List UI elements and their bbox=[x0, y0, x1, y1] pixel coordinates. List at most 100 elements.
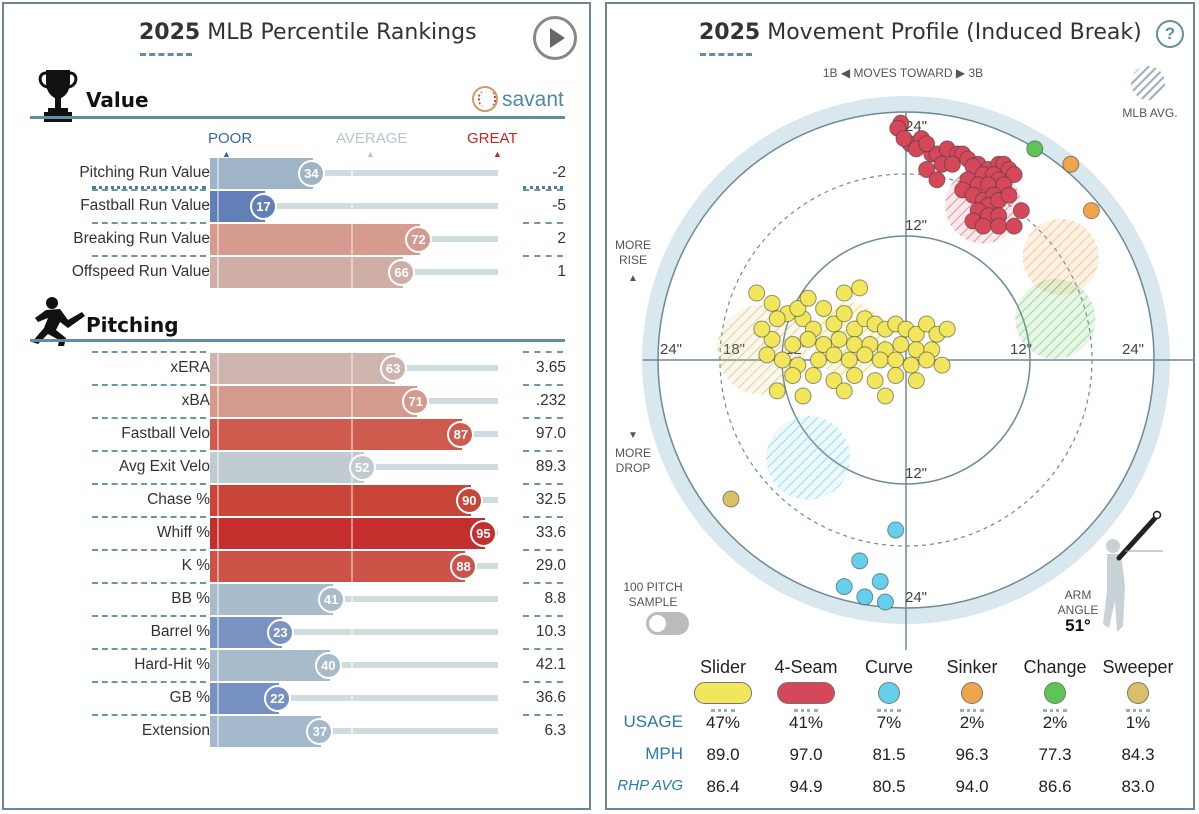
percentile-badge[interactable]: 66 bbox=[388, 259, 416, 286]
stat-value: 33.6 bbox=[535, 524, 566, 541]
pitch-name[interactable]: Change bbox=[1023, 657, 1087, 677]
stat-label: Chase % bbox=[147, 491, 210, 508]
pitch-point-slider bbox=[871, 351, 889, 369]
pitch-color-swatch[interactable] bbox=[1044, 682, 1066, 704]
percentile-row[interactable]: Barrel % 23 10.3 bbox=[30, 617, 570, 648]
stat-value: 1 bbox=[557, 263, 566, 280]
average-arrow-icon: ▲ bbox=[366, 149, 375, 159]
savant-logo[interactable]: savant bbox=[472, 86, 564, 112]
percentile-row[interactable]: Pitching Run Value 34 -2 bbox=[30, 158, 570, 189]
percentile-row[interactable]: Whiff % 95 33.6 bbox=[30, 518, 570, 549]
row-divider bbox=[523, 582, 563, 584]
pitch-point-slider bbox=[799, 289, 817, 307]
percentile-badge[interactable]: 63 bbox=[379, 355, 407, 382]
pitch-point-4-seam bbox=[1005, 166, 1023, 184]
percentile-row[interactable]: Breaking Run Value 72 2 bbox=[30, 224, 570, 255]
pitch-point-slider bbox=[758, 346, 776, 364]
percentile-row[interactable]: Fastball Velo 87 97.0 bbox=[30, 419, 570, 450]
percentile-badge[interactable]: 95 bbox=[469, 520, 497, 547]
pitch-name[interactable]: Slider bbox=[699, 657, 747, 677]
stat-value: -5 bbox=[552, 197, 566, 214]
percentile-row[interactable]: Offspeed Run Value 66 1 bbox=[30, 257, 570, 288]
pitch-name[interactable]: Sweeper bbox=[1102, 657, 1174, 677]
stat-label: Extension bbox=[141, 722, 210, 739]
bar-start-tick bbox=[217, 683, 219, 714]
pitch-name[interactable]: Curve bbox=[864, 657, 913, 677]
pitching-heading: Pitching bbox=[86, 313, 179, 337]
row-divider bbox=[92, 222, 206, 224]
more-drop-label: ▼ MORE DROP bbox=[611, 428, 655, 476]
percentile-row[interactable]: Hard-Hit % 40 42.1 bbox=[30, 650, 570, 681]
percentile-row[interactable]: K % 88 29.0 bbox=[30, 551, 570, 582]
percentile-track: 40 bbox=[210, 650, 502, 681]
pitch-name[interactable]: Sinker bbox=[946, 657, 998, 677]
pitch-point-slider bbox=[887, 351, 905, 369]
pitch-point-slider bbox=[763, 330, 781, 348]
help-button[interactable]: ? bbox=[1156, 20, 1184, 48]
percentile-badge[interactable]: 52 bbox=[348, 454, 376, 481]
percentile-badge[interactable]: 87 bbox=[447, 421, 475, 448]
stat-label: K % bbox=[181, 557, 210, 574]
mlb-avg-swatch bbox=[1131, 66, 1165, 100]
pitch-point-change bbox=[1026, 140, 1044, 158]
mlb-avg-sinker-zone bbox=[1022, 219, 1099, 295]
pitch-underline bbox=[711, 709, 735, 712]
percentile-badge[interactable]: 90 bbox=[455, 487, 483, 514]
bar-start-tick bbox=[217, 191, 219, 222]
pitch-point-slider bbox=[907, 372, 925, 390]
row-divider bbox=[523, 351, 563, 353]
percentile-track: 37 bbox=[210, 716, 502, 747]
row-divider bbox=[92, 582, 206, 584]
percentile-row[interactable]: Chase % 90 32.5 bbox=[30, 485, 570, 516]
pitch-color-swatch[interactable] bbox=[777, 682, 835, 704]
pitch-underline bbox=[1043, 709, 1067, 712]
pitch-point-slider bbox=[825, 372, 843, 390]
ring-label-bottom24: 24" bbox=[905, 589, 927, 606]
percentile-badge[interactable]: 37 bbox=[306, 718, 334, 745]
bar-average-tick bbox=[351, 257, 353, 288]
pitch-color-swatch[interactable] bbox=[694, 682, 752, 704]
percentile-track: 34 bbox=[210, 158, 502, 189]
percentile-badge[interactable]: 88 bbox=[450, 553, 478, 580]
percentile-badge[interactable]: 22 bbox=[264, 685, 292, 712]
usage-value: 2% bbox=[1042, 713, 1068, 732]
percentile-badge[interactable]: 34 bbox=[297, 160, 325, 187]
pitch-name[interactable]: 4-Seam bbox=[774, 657, 838, 677]
pitch-point-slider bbox=[902, 356, 920, 374]
percentile-badge[interactable]: 72 bbox=[405, 226, 433, 253]
play-button[interactable] bbox=[533, 16, 577, 60]
percentile-row[interactable]: GB % 22 36.6 bbox=[30, 683, 570, 714]
pitch-point-slider bbox=[804, 366, 822, 384]
bar-average-tick bbox=[351, 617, 353, 648]
row-divider bbox=[523, 450, 563, 452]
percentile-row[interactable]: BB % 41 8.8 bbox=[30, 584, 570, 615]
percentile-row[interactable]: xERA 63 3.65 bbox=[30, 353, 570, 384]
percentile-row[interactable]: Fastball Run Value 17 -5 bbox=[30, 191, 570, 222]
percentile-badge[interactable]: 41 bbox=[317, 586, 345, 613]
pitch-point-curve bbox=[876, 593, 894, 611]
percentile-badge[interactable]: 71 bbox=[402, 388, 430, 415]
sample-toggle[interactable] bbox=[646, 612, 689, 635]
percentile-badge[interactable]: 23 bbox=[266, 619, 294, 646]
percentile-row[interactable]: Extension 37 6.3 bbox=[30, 716, 570, 747]
mph-value: 81.5 bbox=[872, 745, 906, 764]
pitch-point-slider bbox=[799, 330, 817, 348]
movement-title-text: Movement Profile (Induced Break) bbox=[767, 20, 1142, 45]
rhp-avg-value: 94.9 bbox=[789, 777, 823, 796]
percentile-badge[interactable]: 40 bbox=[314, 652, 342, 679]
title-underline bbox=[140, 53, 192, 56]
pitch-color-swatch[interactable] bbox=[961, 682, 983, 704]
stat-value: 3.65 bbox=[535, 359, 566, 376]
percentile-row[interactable]: xBA 71 .232 bbox=[30, 386, 570, 417]
bar-start-tick bbox=[217, 584, 219, 615]
ring-label-right24: 24" bbox=[1122, 341, 1144, 358]
percentile-badge[interactable]: 17 bbox=[249, 193, 277, 220]
pitch-color-swatch[interactable] bbox=[878, 682, 900, 704]
percentile-row[interactable]: Avg Exit Velo 52 89.3 bbox=[30, 452, 570, 483]
row-divider bbox=[92, 615, 206, 617]
pitch-point-slider bbox=[815, 300, 833, 317]
arm-angle-label: ARM ANGLE bbox=[1053, 588, 1103, 618]
pitch-point-slider bbox=[938, 320, 956, 338]
pitch-color-swatch[interactable] bbox=[1127, 682, 1149, 704]
pitch-point-curve bbox=[851, 552, 869, 570]
